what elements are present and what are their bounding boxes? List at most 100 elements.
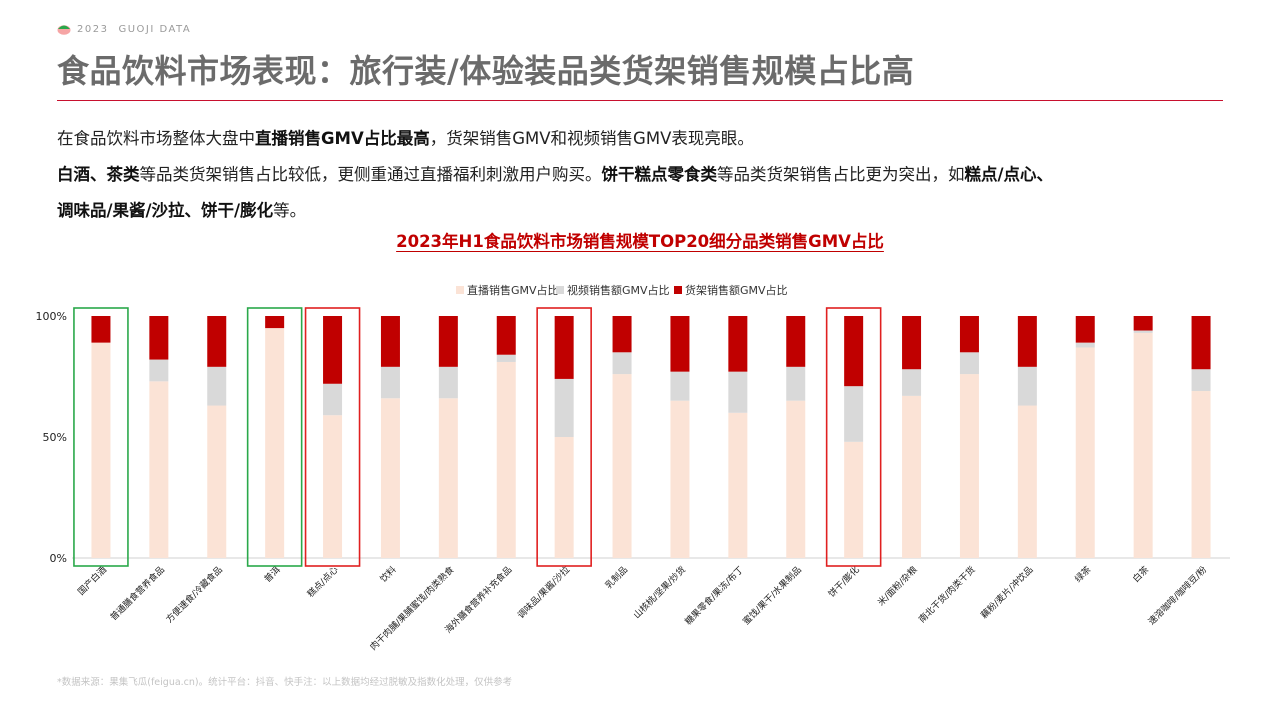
bar-segment [959,316,979,353]
bar-segment [91,342,111,558]
bar-segment [612,374,632,558]
category-label: 饼干/膨化 [826,564,862,600]
category-label: 普通膳食营养食品 [108,564,167,623]
bar-segment [786,400,806,558]
category-label: 糖果零食/果冻/布丁 [682,564,746,628]
category-label: 藕粉/麦片/冲饮品 [978,564,1035,621]
bar-segment [670,316,690,372]
bar-segment [207,366,227,406]
category-label: 南北干货/肉类干货 [916,564,978,626]
y-tick-label: 100% [36,310,67,323]
bar-segment [844,441,864,558]
brand-year: 2023 [77,23,109,35]
description-text: 在食品饮料市场整体大盘中 [57,129,255,148]
legend-label: 直播销售GMV占比 [467,283,559,297]
highlight-box [304,307,361,567]
bar-segment [1191,316,1211,370]
highlight-box [246,307,303,567]
chart-title: 2023年H1食品饮料市场销售规模TOP20细分品类销售GMV占比 [396,232,884,251]
legend-swatch [456,286,464,294]
category-label: 普洱 [262,564,283,585]
bar-segment [323,383,343,416]
bar-segment [496,361,516,558]
bar-segment [844,316,864,387]
bar-segment [1133,316,1153,331]
bar-segment [149,316,169,360]
bar-segment [844,386,864,442]
category-label: 方便速食/冷藏食品 [163,564,225,626]
description-line-3: 调味品/果酱/沙拉、饼干/膨化等。 [57,193,1227,229]
bar-segment [496,316,516,355]
bar-segment [1191,369,1211,392]
bar-segment [728,412,748,558]
bar-segment [670,400,690,558]
legend-label: 视频销售额GMV占比 [567,283,670,297]
bar-segment [554,378,574,437]
legend-swatch [556,286,564,294]
description-text: 等。 [273,201,307,220]
bar-segment [612,316,632,353]
description-emphasis: 调味品/果酱/沙拉、饼干/膨化 [57,201,274,220]
bar-segment [728,371,748,413]
description-line-1: 在食品饮料市场整体大盘中直播销售GMV占比最高，货架销售GMV和视频销售GMV表… [57,121,1227,157]
bar-segment [786,366,806,401]
bar-segment [265,316,285,329]
bar-segment [612,352,632,375]
stacked-bar-chart: 直播销售GMV占比 视频销售额GMV占比 货架销售额GMV占比 0% 50% 100% 国产… [36,283,1230,653]
bar-segment [323,316,343,384]
title-divider [57,100,1223,101]
bar-segment [959,352,979,375]
description-emphasis: 直播销售GMV占比最高 [255,129,430,148]
category-label: 乳制品 [603,564,631,592]
description-emphasis: 饼干糕点零食类 [601,165,718,184]
bar-segment [1133,330,1153,333]
highlight-box [536,307,592,567]
bar-segment [149,359,169,382]
category-label: 饮料 [377,564,398,585]
bar-segment [438,398,458,558]
bar-segment [902,395,922,558]
bar-segment [265,328,285,558]
bar-segment [1017,405,1037,558]
category-label: 糕点/点心 [305,564,341,600]
footnote: *数据来源：果集飞瓜(feigua.cn)。统计平台：抖音、快手注：以上数据均经… [57,677,513,688]
bar-segment [728,316,748,372]
category-label: 白茶 [1130,564,1151,585]
legend-label: 货架销售额GMV占比 [685,283,788,297]
description-text: 等品类货架销售占比较低，更侧重通过直播福利刺激用户购买。 [139,165,602,184]
bar-segment [207,316,227,367]
description: 在食品饮料市场整体大盘中直播销售GMV占比最高，货架销售GMV和视频销售GMV表… [57,121,1227,229]
bar-segment [496,354,516,362]
bar-segment [1017,316,1037,367]
bar-segment [902,369,922,396]
bar-segment [380,398,400,558]
bar-segment [380,366,400,399]
category-label: 山核桃/坚果/炒货 [631,564,688,621]
bar-segment [554,316,574,379]
bar-segment [323,415,343,558]
bar-segment [554,437,574,558]
bar-segment [438,316,458,367]
bar-segment [670,371,690,401]
bar-segment [1075,316,1095,343]
bar-segment [1075,347,1095,558]
brand-logo-icon [57,25,71,35]
y-tick-label: 0% [50,552,67,565]
legend-swatch [674,286,682,294]
bar-segment [1133,332,1153,558]
description-emphasis: 白酒、茶类 [57,165,140,184]
description-text: ，货架销售GMV和视频销售GMV表现亮眼。 [429,129,754,148]
bar-segment [786,316,806,367]
category-label: 国产白酒 [75,564,109,598]
page-title: 食品饮料市场表现：旅行装/体验装品类货架销售规模占比高 [57,52,915,90]
description-line-2: 白酒、茶类等品类货架销售占比较低，更侧重通过直播福利刺激用户购买。饼干糕点零食类… [57,157,1227,193]
bar-segment [1191,391,1211,558]
brand-name: GUOJI DATA [118,23,192,35]
bar-segment [1017,366,1037,406]
y-tick-label: 50% [43,431,67,444]
bar-segment [207,405,227,558]
description-emphasis: 糕点/点心、 [964,165,1054,184]
highlight-box [73,307,129,567]
bar-segment [959,374,979,558]
highlight-box [825,307,882,567]
